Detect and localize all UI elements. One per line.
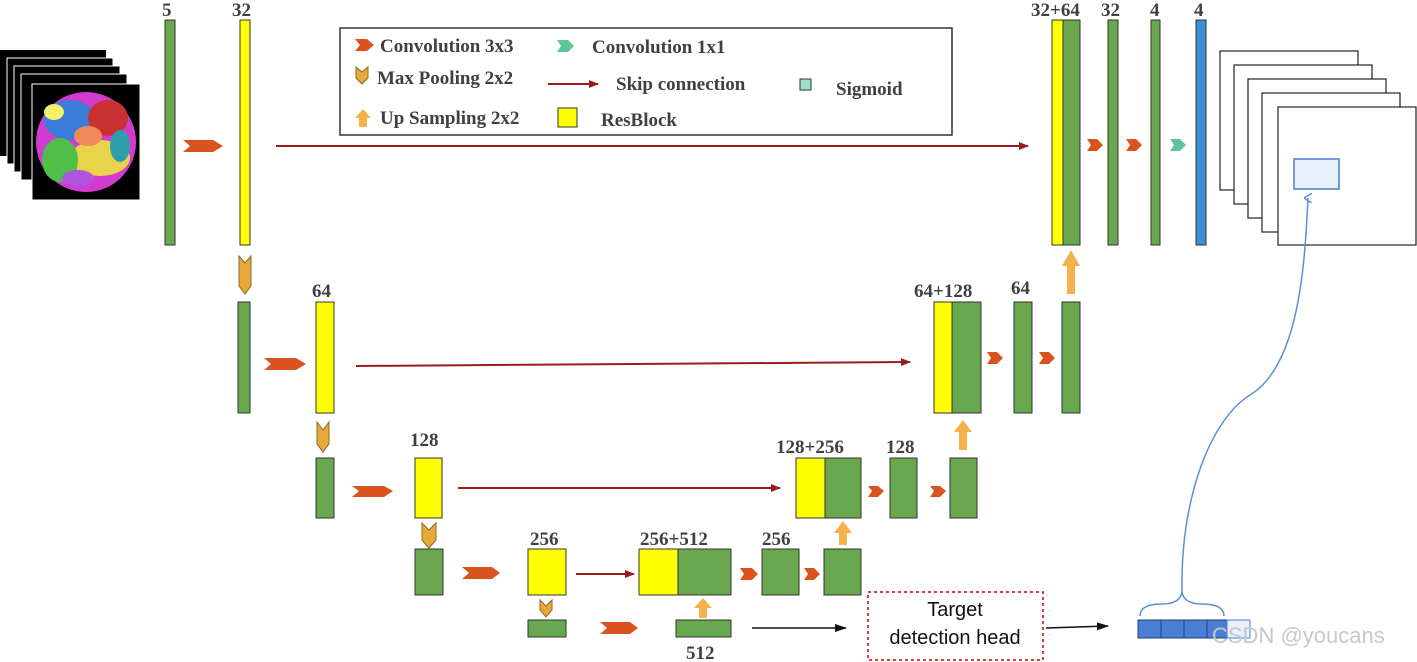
dec3-conv-block xyxy=(889,457,918,519)
dec2-skip-resblock xyxy=(933,301,953,414)
input-conv-block xyxy=(164,19,176,246)
enc2-resblock xyxy=(315,301,335,414)
conv3x3-arrow-icon xyxy=(987,352,1003,364)
legend-resblock: ResBlock xyxy=(601,110,677,131)
legend-conv3x3: Convolution 3x3 xyxy=(380,36,514,57)
legend: Convolution 3x3 Convolution 1x1 Max Pool… xyxy=(339,27,953,136)
conv3x3-legend-icon xyxy=(355,39,374,51)
enc3-resblock xyxy=(414,457,443,519)
conv3x3-arrow-icon xyxy=(930,486,946,497)
enc2-conv-block xyxy=(237,301,251,414)
target-bbox xyxy=(1293,158,1340,190)
dec2-conv-block xyxy=(1013,301,1033,414)
legend-box xyxy=(339,27,953,136)
legend-sigmoid: Sigmoid xyxy=(836,79,903,100)
legend-skip: Skip connection xyxy=(616,74,746,95)
dec4-conv-block xyxy=(761,548,800,596)
detection-head-line1: Target xyxy=(927,599,983,621)
maxpool-arrow-icon xyxy=(539,598,553,618)
head-output-arrow xyxy=(1045,622,1109,631)
label-out-a: 4 xyxy=(1150,0,1160,21)
label-dec3-concat: 128+256 xyxy=(776,437,844,458)
dec2-out-block xyxy=(1061,301,1081,414)
vector-brace xyxy=(1139,591,1225,617)
label-dec2: 64 xyxy=(1011,278,1031,299)
label-enc4: 256 xyxy=(530,529,559,550)
detection-head-line2: detection head xyxy=(889,627,1020,649)
label-dec4-concat: 256+512 xyxy=(640,529,708,550)
conv3x3-arrow-icon xyxy=(183,140,223,152)
conv3x3-arrow-icon xyxy=(1039,352,1055,364)
conv3x3-arrow-icon xyxy=(600,622,638,634)
label-dec3: 128 xyxy=(886,437,915,458)
label-out-b: 4 xyxy=(1194,0,1204,21)
conv3x3-arrow-icon xyxy=(868,486,884,497)
sigmoid-block xyxy=(1195,19,1207,246)
upsample-legend-icon xyxy=(355,109,371,127)
conv3x3-arrow-icon xyxy=(462,567,500,579)
upsample-arrow-icon xyxy=(954,420,972,450)
detection-head-box xyxy=(867,591,1044,661)
detection-output-vector xyxy=(1137,619,1251,639)
enc3-conv-block xyxy=(315,457,335,519)
maxpool-arrow-icon xyxy=(238,254,252,295)
maxpool-arrow-icon xyxy=(316,420,330,453)
label-dec4: 256 xyxy=(762,529,791,550)
dec3-out-block xyxy=(949,457,978,519)
input-image-stack xyxy=(0,50,141,201)
conv1x1-legend-icon xyxy=(557,40,574,52)
upsample-arrow-icon xyxy=(1062,250,1080,294)
bottleneck-conv-block xyxy=(527,619,567,638)
conv3x3-arrow-icon xyxy=(804,568,820,580)
legend-conv1x1: Convolution 1x1 xyxy=(592,37,726,58)
conv3x3-arrow-icon xyxy=(1126,139,1142,151)
dec3-skip-resblock xyxy=(795,457,826,519)
legend-upsample: Up Sampling 2x2 xyxy=(380,108,519,129)
maxpool-arrow-icon xyxy=(421,521,437,549)
label-dec2-concat: 64+128 xyxy=(914,281,972,302)
upsample-arrow-icon xyxy=(834,521,852,545)
conv3x3-arrow-icon xyxy=(740,568,758,580)
dec4-skip-resblock xyxy=(638,548,679,596)
dec1-skip-resblock xyxy=(1051,19,1064,246)
bbox-link-curve xyxy=(1181,198,1308,593)
feature-map-image xyxy=(36,92,136,192)
label-enc3: 128 xyxy=(410,430,439,451)
resblock-legend-icon xyxy=(557,107,578,128)
skip-arrow-2 xyxy=(355,358,911,367)
enc1-resblock xyxy=(239,19,251,246)
output-mask-stack xyxy=(1219,50,1417,246)
conv3x3-arrow-icon xyxy=(264,358,306,370)
label-dec1: 32 xyxy=(1101,0,1120,21)
enc4-conv-block xyxy=(414,548,444,596)
maxpool-legend-icon xyxy=(355,65,369,85)
conv1x1-arrow-icon xyxy=(1170,139,1186,151)
label-dec1-concat: 32+64 xyxy=(1031,0,1080,21)
upsample-arrow-icon xyxy=(694,598,712,618)
dec1-conv-block xyxy=(1107,19,1119,246)
legend-maxpool: Max Pooling 2x2 xyxy=(377,68,513,89)
enc4-resblock xyxy=(527,548,567,596)
dec4-out-block xyxy=(823,548,862,596)
dec3-concat-block xyxy=(824,457,862,519)
label-enc2: 64 xyxy=(312,281,332,302)
label-bottleneck: 512 xyxy=(686,643,715,662)
watermark: CSDN @youcans xyxy=(1212,623,1385,648)
bottleneck-block xyxy=(675,619,732,638)
dec2-concat-block xyxy=(951,301,982,414)
sigmoid-legend-icon xyxy=(799,78,812,91)
out-conv-block xyxy=(1150,19,1161,246)
conv3x3-arrow-icon xyxy=(352,486,393,497)
dec4-concat-block xyxy=(677,548,732,596)
label-enc1: 32 xyxy=(232,0,251,21)
dec1-concat-block xyxy=(1062,19,1081,246)
conv3x3-arrow-icon xyxy=(1087,139,1103,151)
label-in5: 5 xyxy=(162,0,172,21)
